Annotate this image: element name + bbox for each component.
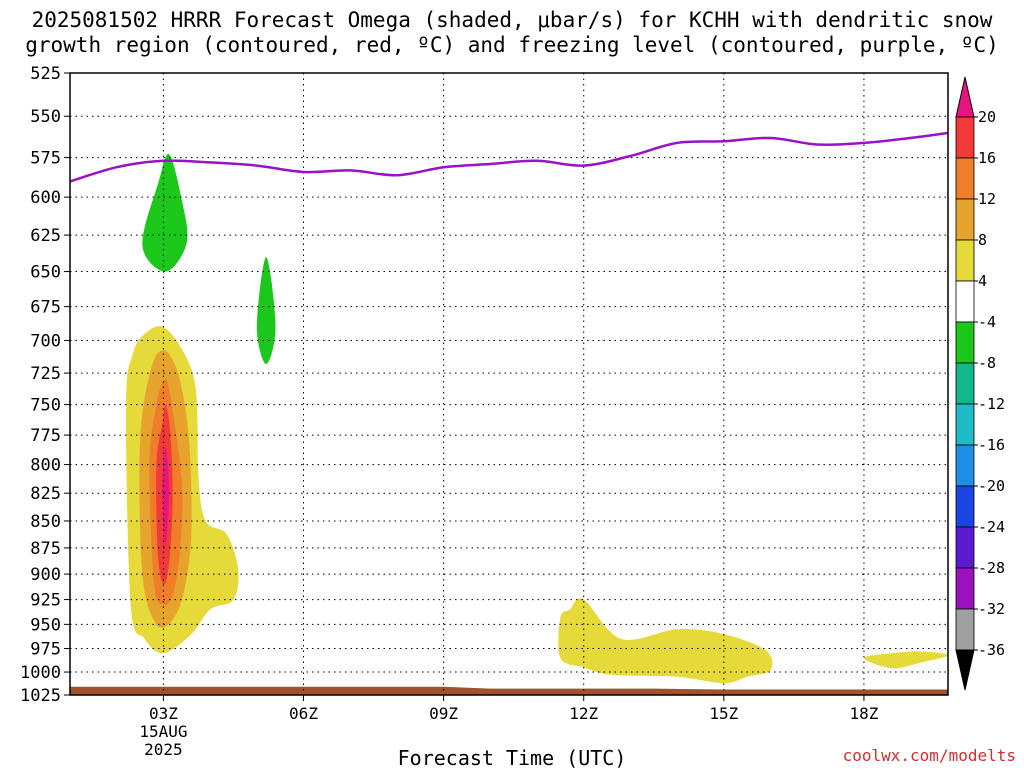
omega-region-8 bbox=[863, 651, 948, 669]
colorbar-label-8: -16 bbox=[978, 436, 1005, 454]
omega-region-7 bbox=[558, 598, 773, 684]
y-tick-label-1025: 1025 bbox=[20, 686, 61, 706]
colorbar-swatch-12 bbox=[955, 608, 975, 651]
x-tick-year: 2025 bbox=[144, 740, 183, 759]
x-tick-label-09Z: 09Z bbox=[429, 704, 458, 723]
plot-frame bbox=[69, 72, 949, 696]
y-axis-ticks: 525 550 575 600 625 650 675 700 725 750 775 800 825 8… bbox=[20, 64, 70, 706]
colorbar-label-13: -36 bbox=[978, 641, 1005, 659]
x-axis-label: Forecast Time (UTC) bbox=[397, 746, 627, 770]
title-line-2: growth region (contoured, red, ºC) and f… bbox=[25, 33, 999, 57]
colorbar-top-arrow bbox=[955, 76, 975, 118]
y-tick-label-600: 600 bbox=[30, 188, 61, 208]
y-tick-label-900: 900 bbox=[30, 565, 61, 585]
freezing-level-line bbox=[70, 131, 948, 183]
colorbar-label-3: 8 bbox=[978, 231, 987, 249]
y-tick-label-850: 850 bbox=[30, 512, 61, 532]
colorbar-label-2: 12 bbox=[978, 190, 996, 208]
colorbar-swatch-2 bbox=[955, 198, 975, 241]
colorbar-label-11: -28 bbox=[978, 559, 1005, 577]
omega-shading bbox=[125, 153, 948, 684]
site-credit-link[interactable]: coolwx.com/modelts bbox=[842, 746, 1016, 765]
y-tick-label-700: 700 bbox=[30, 331, 61, 351]
colorbar-label-7: -12 bbox=[978, 395, 1005, 413]
y-tick-label-1000: 1000 bbox=[20, 663, 61, 683]
omega-region-1 bbox=[256, 257, 276, 365]
colorbar: 20 16 12 8 4 -4 -8 -12 -16 -20 -24 -28 -32 -36 bbox=[955, 76, 1005, 691]
terrain-fill bbox=[70, 686, 948, 695]
x-tick-label-12Z: 12Z bbox=[569, 704, 598, 723]
colorbar-swatch-7 bbox=[955, 403, 975, 446]
y-tick-label-650: 650 bbox=[30, 263, 61, 283]
freezing-level-layer bbox=[70, 131, 948, 183]
colorbar-swatch-9 bbox=[955, 485, 975, 528]
y-tick-label-825: 825 bbox=[30, 484, 61, 504]
omega-region-0 bbox=[142, 153, 188, 272]
colorbar-label-1: 16 bbox=[978, 149, 996, 167]
x-tick-label-06Z: 06Z bbox=[289, 704, 318, 723]
colorbar-swatch-10 bbox=[955, 526, 975, 569]
colorbar-swatch-4 bbox=[955, 280, 975, 323]
colorbar-bottom-arrow bbox=[955, 649, 975, 691]
title-line-1: 2025081502 HRRR Forecast Omega (shaded, … bbox=[31, 8, 993, 32]
colorbar-swatch-1 bbox=[955, 157, 975, 200]
y-tick-label-725: 725 bbox=[30, 364, 61, 384]
y-tick-label-575: 575 bbox=[30, 149, 61, 169]
y-tick-label-975: 975 bbox=[30, 640, 61, 660]
colorbar-swatch-0 bbox=[955, 116, 975, 159]
y-tick-label-925: 925 bbox=[30, 591, 61, 611]
y-tick-label-525: 525 bbox=[30, 64, 61, 84]
x-tick-label-15Z: 15Z bbox=[709, 704, 738, 723]
colorbar-label-0: 20 bbox=[978, 108, 996, 126]
y-tick-label-550: 550 bbox=[30, 107, 61, 127]
x-tick-label-18Z: 18Z bbox=[849, 704, 878, 723]
colorbar-swatch-6 bbox=[955, 362, 975, 405]
y-tick-label-950: 950 bbox=[30, 615, 61, 635]
colorbar-swatch-11 bbox=[955, 567, 975, 610]
y-tick-label-875: 875 bbox=[30, 539, 61, 559]
colorbar-label-10: -24 bbox=[978, 518, 1005, 536]
colorbar-swatch-8 bbox=[955, 444, 975, 487]
colorbar-label-4: 4 bbox=[978, 272, 987, 290]
chart-title: 2025081502 HRRR Forecast Omega (shaded, … bbox=[0, 8, 1024, 58]
colorbar-swatch-3 bbox=[955, 239, 975, 282]
y-tick-label-625: 625 bbox=[30, 226, 61, 246]
x-tick-label-03Z: 03Z bbox=[149, 704, 178, 723]
colorbar-label-12: -32 bbox=[978, 600, 1005, 618]
y-tick-label-750: 750 bbox=[30, 396, 61, 416]
terrain-layer bbox=[70, 686, 948, 695]
x-tick-date: 15AUG bbox=[139, 722, 187, 741]
y-tick-label-775: 775 bbox=[30, 426, 61, 446]
y-tick-label-800: 800 bbox=[30, 456, 61, 476]
colorbar-label-6: -8 bbox=[978, 354, 996, 372]
colorbar-label-5: -4 bbox=[978, 313, 996, 331]
colorbar-label-9: -20 bbox=[978, 477, 1005, 495]
colorbar-swatch-5 bbox=[955, 321, 975, 364]
y-tick-label-675: 675 bbox=[30, 298, 61, 318]
